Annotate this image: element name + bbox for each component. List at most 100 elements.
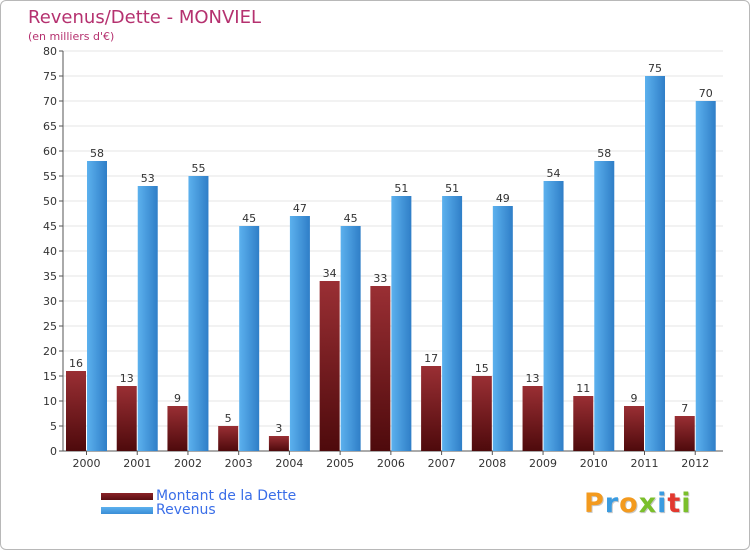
bar-dette-2001: [116, 386, 137, 451]
label-dette-2004: 3: [275, 422, 282, 435]
x-tick-label-2000: 2000: [73, 457, 101, 470]
legend-item-dette: Montant de la Dette: [101, 488, 296, 504]
chart-title: Revenus/Dette - MONVIEL: [28, 7, 262, 28]
bars: [66, 76, 716, 451]
legend-item-revenus: Revenus: [101, 502, 216, 518]
bar-revenus-2009: [543, 181, 564, 451]
bar-revenus-2006: [391, 196, 412, 451]
x-tick-label-2003: 2003: [225, 457, 253, 470]
label-revenus-2012: 70: [699, 87, 713, 100]
y-tick-label: 50: [43, 195, 57, 208]
y-tick-label: 20: [43, 345, 57, 358]
legend-label-revenus: Revenus: [156, 502, 216, 518]
x-tick-label-2012: 2012: [681, 457, 709, 470]
label-dette-2009: 13: [526, 372, 540, 385]
y-tick-label: 55: [43, 170, 57, 183]
x-tick-label-2010: 2010: [580, 457, 608, 470]
label-revenus-2001: 53: [141, 172, 155, 185]
y-tick-label: 5: [50, 420, 57, 433]
label-revenus-2006: 51: [394, 182, 408, 195]
y-tick-label: 70: [43, 95, 57, 108]
logo-letter: x: [638, 488, 658, 519]
y-tick-label: 65: [43, 120, 57, 133]
y-tick-label: 30: [43, 295, 57, 308]
bar-revenus-2008: [492, 206, 513, 451]
y-tick-label: 15: [43, 370, 57, 383]
y-tick-label: 80: [43, 45, 57, 58]
label-dette-2012: 7: [681, 402, 688, 415]
data-labels: 1658135395554534734453351175115491354115…: [69, 62, 713, 435]
logo-letter: r: [604, 488, 620, 519]
bar-revenus-2010: [594, 161, 615, 451]
x-tick-label-2004: 2004: [275, 457, 303, 470]
x-tick-label-2002: 2002: [174, 457, 202, 470]
bar-dette-2009: [522, 386, 543, 451]
x-tick-label-2009: 2009: [529, 457, 557, 470]
y-tick-label: 35: [43, 270, 57, 283]
legend-swatch-dette: [101, 492, 153, 500]
label-dette-2000: 16: [69, 357, 83, 370]
bar-dette-2010: [573, 396, 594, 451]
bar-dette-2000: [66, 371, 86, 451]
bar-revenus-2005: [340, 226, 361, 451]
label-revenus-2007: 51: [445, 182, 459, 195]
y-tick-label: 25: [43, 320, 57, 333]
logo-letter: t: [667, 488, 682, 519]
chart-subtitle: (en milliers d'€): [28, 30, 115, 43]
logo-letter: i: [657, 488, 668, 519]
y-tick-label: 40: [43, 245, 57, 258]
x-tick-label-2001: 2001: [123, 457, 151, 470]
x-tick-label-2011: 2011: [631, 457, 659, 470]
label-dette-2005: 34: [323, 267, 337, 280]
bar-revenus-2003: [239, 226, 260, 451]
legend-label-dette: Montant de la Dette: [156, 488, 297, 504]
label-revenus-2011: 75: [648, 62, 662, 75]
x-tick-label-2007: 2007: [428, 457, 456, 470]
logo-letter: o: [619, 488, 639, 519]
logo-letter: P: [584, 488, 605, 519]
label-dette-2010: 11: [576, 382, 590, 395]
label-dette-2001: 13: [120, 372, 134, 385]
label-revenus-2009: 54: [547, 167, 561, 180]
bar-dette-2006: [370, 286, 391, 451]
bar-revenus-2001: [137, 186, 158, 451]
bar-revenus-2000: [87, 161, 107, 451]
bar-dette-2011: [624, 406, 645, 451]
bar-revenus-2007: [442, 196, 463, 451]
label-revenus-2010: 58: [597, 147, 611, 160]
bar-dette-2008: [471, 376, 492, 451]
bar-revenus-2011: [645, 76, 666, 451]
label-dette-2007: 17: [424, 352, 438, 365]
y-tick-label: 45: [43, 220, 57, 233]
bar-revenus-2012: [695, 101, 716, 451]
legend-swatch-revenus: [101, 506, 153, 514]
bar-dette-2004: [268, 436, 289, 451]
x-tick-label-2008: 2008: [478, 457, 506, 470]
label-revenus-2002: 55: [191, 162, 205, 175]
x-tick-label-2006: 2006: [377, 457, 405, 470]
label-dette-2003: 5: [225, 412, 232, 425]
y-tick-label: 10: [43, 395, 57, 408]
label-dette-2002: 9: [174, 392, 181, 405]
label-dette-2011: 9: [631, 392, 638, 405]
bar-revenus-2002: [188, 176, 209, 451]
label-dette-2006: 33: [373, 272, 387, 285]
label-revenus-2000: 58: [90, 147, 104, 160]
bar-dette-2012: [674, 416, 695, 451]
label-dette-2008: 15: [475, 362, 489, 375]
bar-dette-2002: [167, 406, 188, 451]
y-tick-label: 60: [43, 145, 57, 158]
label-revenus-2008: 49: [496, 192, 510, 205]
y-tick-label: 75: [43, 70, 57, 83]
x-tick-label-2005: 2005: [326, 457, 354, 470]
bar-dette-2003: [218, 426, 239, 451]
label-revenus-2004: 47: [293, 202, 307, 215]
bar-dette-2005: [319, 281, 340, 451]
y-tick-label: 0: [50, 445, 57, 458]
label-revenus-2005: 45: [344, 212, 358, 225]
bar-revenus-2004: [289, 216, 310, 451]
logo-letter: i: [681, 488, 692, 519]
proxiti-logo: Proxiti: [584, 488, 692, 519]
